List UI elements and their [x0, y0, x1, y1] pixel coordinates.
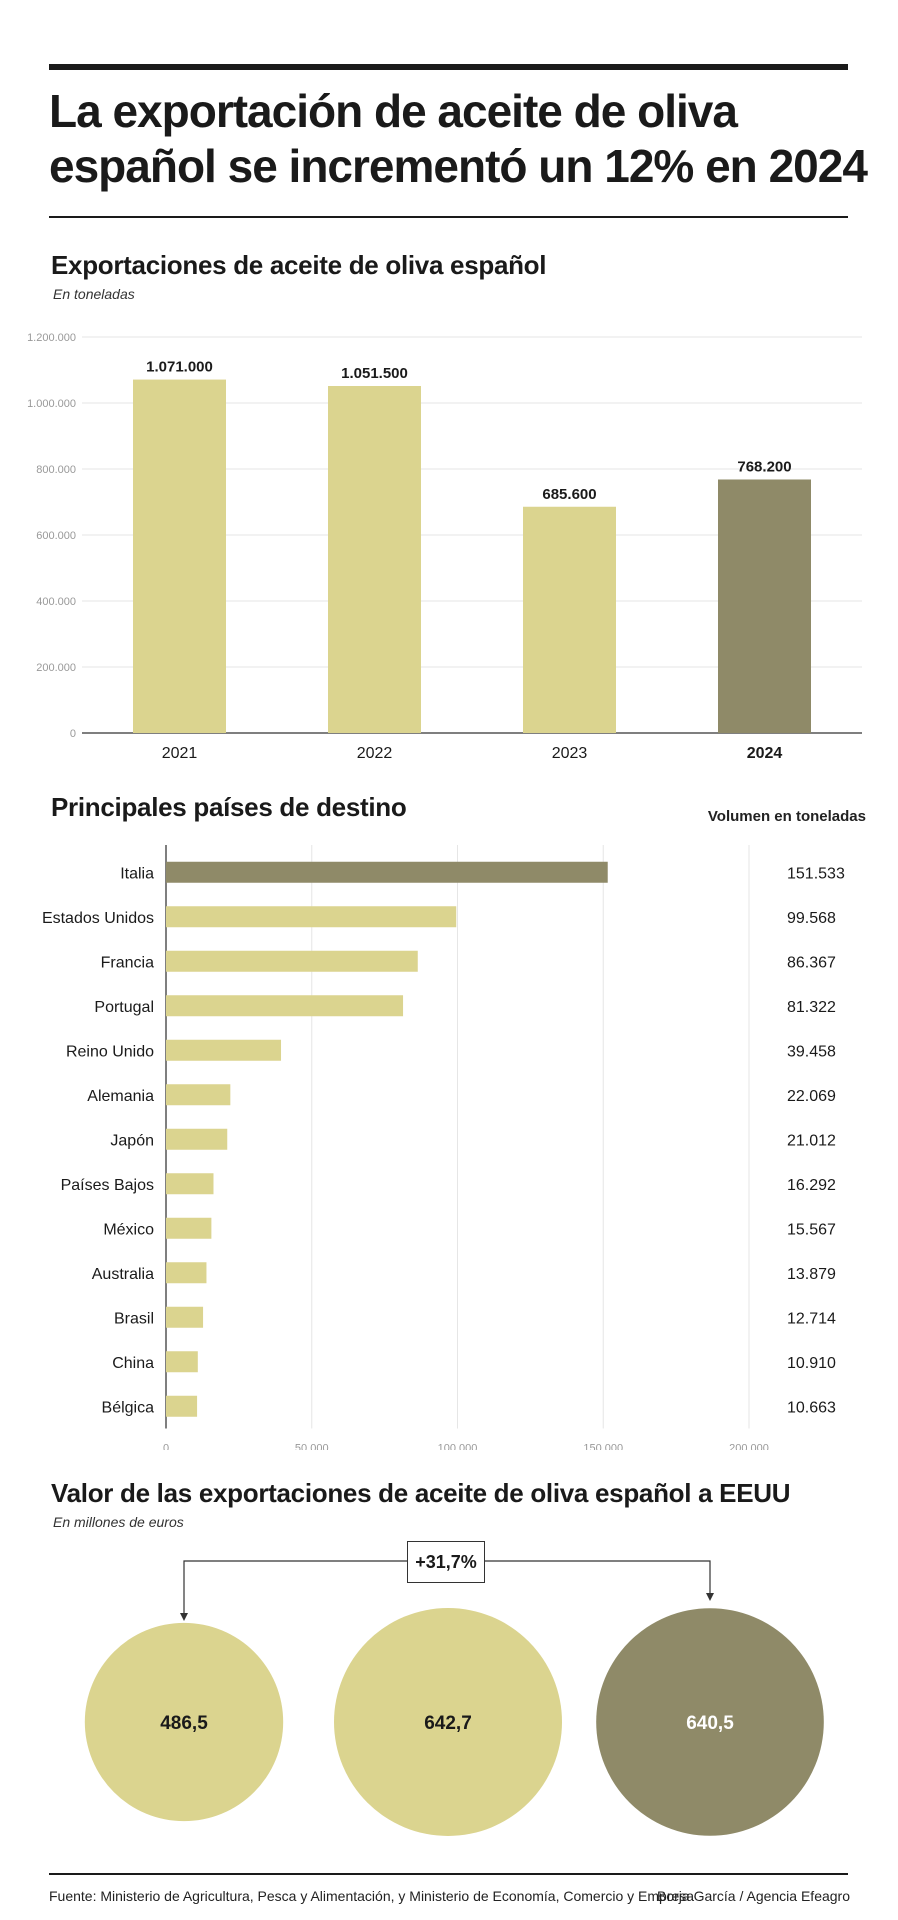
bar: [166, 1128, 228, 1150]
countries-bar-chart: 0 50.000 100.000 150.000 200.000 Italia 151.53…: [42, 845, 845, 1451]
bar: [166, 1084, 231, 1106]
growth-connector-left: [183, 1560, 407, 1617]
bubble-value-label: 486,5: [160, 1713, 208, 1734]
bar: [523, 506, 616, 733]
y-tick-label: 1.000.000: [27, 398, 76, 410]
y-tick-label: 400.000: [36, 596, 76, 608]
bar: [166, 1306, 204, 1328]
bar-value-label: 22.069: [787, 1088, 836, 1105]
volume-column-header: Volumen en toneladas: [707, 808, 866, 825]
category-label: Alemania: [87, 1088, 154, 1105]
bar: [166, 1217, 212, 1239]
exports-chart-subtitle: En toneladas: [53, 286, 135, 302]
bar-value-label: 10.910: [787, 1355, 836, 1372]
bubble-value-label: 642,7: [424, 1713, 472, 1734]
exports-chart-title: Exportaciones de aceite de oliva español: [51, 250, 547, 280]
category-label: Portugal: [94, 999, 154, 1016]
category-label: Japón: [110, 1132, 154, 1149]
growth-connector-right: [484, 1560, 711, 1597]
y-tick-label: 1.200.000: [27, 332, 76, 344]
credit-note: Borja García / Agencia Efeagro: [657, 1888, 850, 1904]
bar: [328, 386, 421, 733]
category-label: Francia: [101, 954, 154, 971]
bar: [133, 379, 226, 733]
page-title: La exportación de aceite de oliva españo…: [49, 84, 869, 194]
bar: [166, 1395, 198, 1417]
bar-value-label: 81.322: [787, 999, 836, 1016]
category-label: Italia: [120, 865, 154, 882]
bar: [166, 1039, 282, 1061]
category-label: Estados Unidos: [42, 910, 154, 927]
bar-value-label: 10.663: [787, 1399, 836, 1416]
bar-value-label: 99.568: [787, 910, 836, 927]
usa-chart-subtitle: En millones de euros: [53, 1514, 184, 1530]
footer-rule: [49, 1873, 848, 1875]
x-tick-label: 50.000: [295, 1443, 329, 1451]
category-label: Brasil: [114, 1310, 154, 1327]
x-tick-label: 150.000: [583, 1443, 623, 1451]
y-tick-label: 800.000: [36, 464, 76, 476]
category-label: China: [112, 1355, 154, 1372]
category-label: Países Bajos: [61, 1177, 154, 1194]
bar: [718, 479, 811, 733]
bubble-value-label: 640,5: [686, 1713, 734, 1734]
x-tick-label: 2024: [747, 745, 783, 762]
bar-value-label: 1.051.500: [341, 365, 408, 382]
bar-value-label: 12.714: [787, 1310, 836, 1327]
bar-value-label: 21.012: [787, 1132, 836, 1149]
bubble: [596, 1608, 824, 1836]
usa-chart-title: Valor de las exportaciones de aceite de …: [51, 1478, 791, 1508]
usa-bubble-chart: 486,5 642,7 640,5: [84, 1560, 824, 1836]
bar-value-label: 86.367: [787, 954, 836, 971]
bar-value-label: 15.567: [787, 1221, 836, 1238]
bar-value-label: 39.458: [787, 1043, 836, 1060]
bar: [166, 1262, 207, 1284]
bar-value-label: 768.200: [737, 458, 791, 475]
category-label: Bélgica: [102, 1399, 155, 1416]
bar: [166, 906, 457, 928]
top-rule: [49, 64, 848, 70]
x-tick-label: 200.000: [729, 1443, 769, 1451]
x-tick-label: 100.000: [438, 1443, 478, 1451]
y-tick-label: 200.000: [36, 662, 76, 674]
y-tick-label: 600.000: [36, 530, 76, 542]
x-tick-label: 0: [163, 1443, 169, 1451]
bar: [166, 950, 418, 972]
x-tick-label: 2023: [552, 745, 588, 762]
countries-chart-title: Principales países de destino: [51, 792, 407, 822]
page-title-line1: La exportación de aceite de oliva: [49, 85, 738, 137]
title-rule: [49, 216, 848, 218]
bar-value-label: 13.879: [787, 1266, 836, 1283]
x-tick-label: 2021: [162, 745, 198, 762]
x-tick-label: 2022: [357, 745, 393, 762]
bar: [166, 861, 608, 883]
bubble: [334, 1608, 562, 1836]
bar-value-label: 16.292: [787, 1177, 836, 1194]
bar-value-label: 151.533: [787, 865, 845, 882]
page-title-line2: español se incrementó un 12% en 2024: [49, 140, 868, 192]
exports-bar-chart: 0 200.000 400.000 600.000 800.000 1.000.000 1.…: [27, 332, 862, 762]
bar: [166, 1351, 198, 1373]
bar-value-label: 1.071.000: [146, 359, 213, 376]
arrow-head-icon: [180, 1613, 188, 1621]
y-tick-label: 0: [70, 728, 76, 740]
growth-annotation: +31,7%: [407, 1541, 485, 1583]
bar: [166, 1173, 214, 1195]
category-label: Reino Unido: [66, 1043, 154, 1060]
bubble: [84, 1622, 284, 1822]
bar: [166, 995, 404, 1017]
category-label: Australia: [92, 1266, 154, 1283]
bar-value-label: 685.600: [542, 486, 596, 503]
arrow-head-icon: [706, 1593, 714, 1601]
category-label: México: [103, 1221, 154, 1238]
source-note: Fuente: Ministerio de Agricultura, Pesca…: [49, 1888, 695, 1904]
